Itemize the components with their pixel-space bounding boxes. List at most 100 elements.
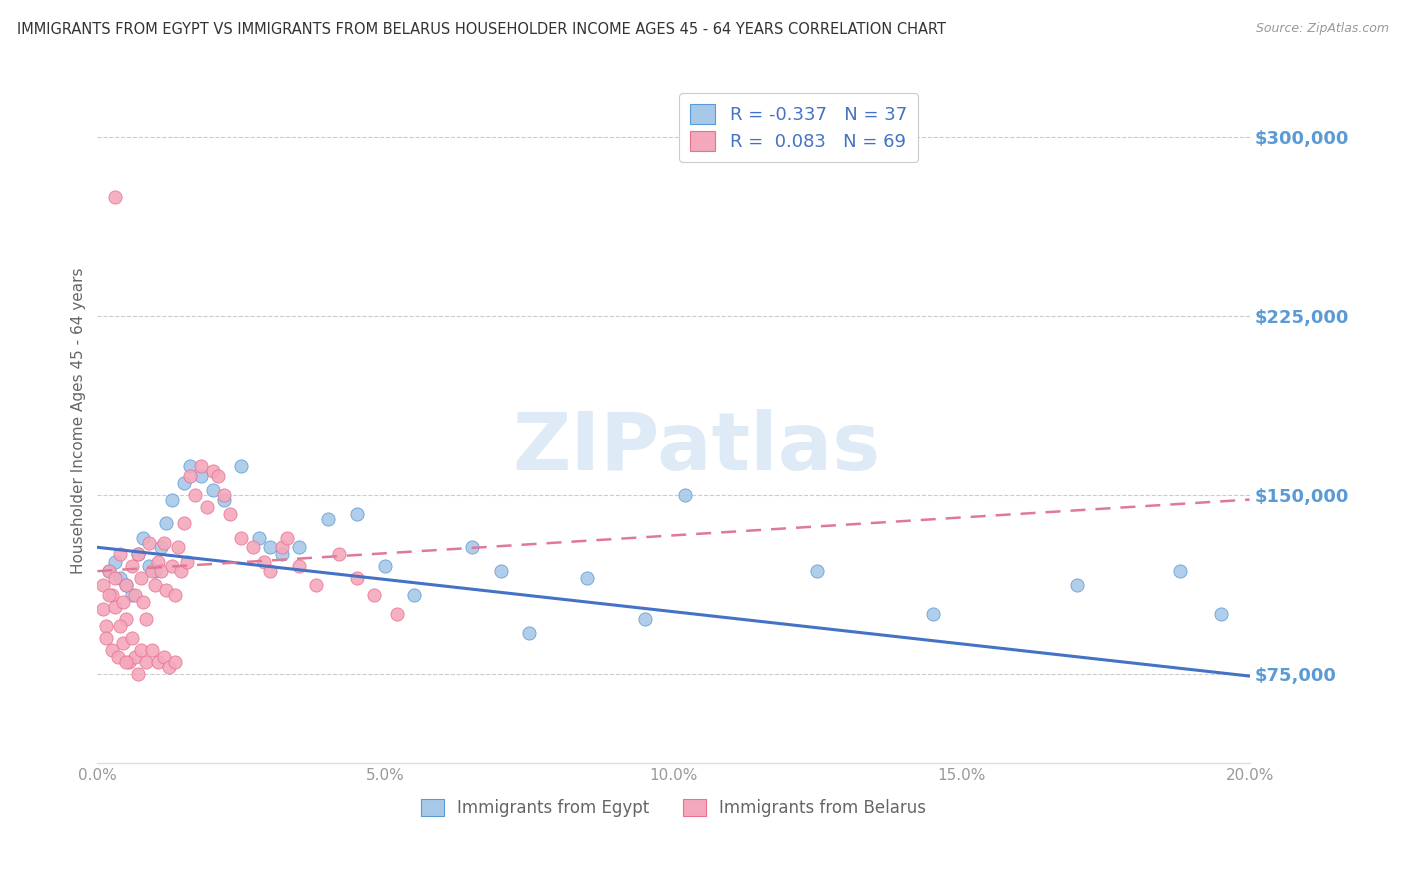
Point bbox=[155, 516, 177, 531]
Point bbox=[231, 459, 253, 474]
Point bbox=[94, 619, 117, 633]
Point bbox=[176, 555, 198, 569]
Point bbox=[149, 541, 172, 555]
Point bbox=[184, 488, 207, 502]
Point bbox=[1170, 564, 1192, 578]
Point bbox=[162, 492, 184, 507]
Point bbox=[104, 599, 127, 614]
Point bbox=[135, 612, 157, 626]
Point bbox=[127, 666, 149, 681]
Point bbox=[127, 548, 149, 562]
Point bbox=[138, 559, 160, 574]
Point bbox=[288, 541, 311, 555]
Point bbox=[135, 655, 157, 669]
Point bbox=[110, 548, 132, 562]
Point bbox=[143, 564, 166, 578]
Point bbox=[97, 564, 120, 578]
Point bbox=[247, 531, 270, 545]
Point bbox=[112, 636, 135, 650]
Point bbox=[94, 631, 117, 645]
Point bbox=[91, 602, 114, 616]
Point bbox=[404, 588, 426, 602]
Point bbox=[195, 500, 218, 514]
Point bbox=[162, 559, 184, 574]
Point bbox=[141, 564, 163, 578]
Point bbox=[91, 578, 114, 592]
Point bbox=[253, 555, 276, 569]
Point bbox=[129, 643, 152, 657]
Point bbox=[141, 643, 163, 657]
Point bbox=[104, 190, 127, 204]
Text: IMMIGRANTS FROM EGYPT VS IMMIGRANTS FROM BELARUS HOUSEHOLDER INCOME AGES 45 - 64: IMMIGRANTS FROM EGYPT VS IMMIGRANTS FROM… bbox=[17, 22, 946, 37]
Point bbox=[110, 571, 132, 585]
Point bbox=[110, 619, 132, 633]
Point bbox=[104, 555, 127, 569]
Point bbox=[121, 631, 143, 645]
Point bbox=[146, 655, 169, 669]
Point bbox=[673, 488, 696, 502]
Point bbox=[374, 559, 396, 574]
Text: ZIPatlas: ZIPatlas bbox=[512, 409, 880, 487]
Point bbox=[167, 541, 190, 555]
Point bbox=[1209, 607, 1232, 621]
Point bbox=[346, 571, 368, 585]
Point bbox=[149, 564, 172, 578]
Point bbox=[173, 475, 195, 490]
Point bbox=[316, 511, 339, 525]
Point bbox=[165, 588, 187, 602]
Point bbox=[806, 564, 828, 578]
Point bbox=[385, 607, 408, 621]
Point bbox=[576, 571, 599, 585]
Point bbox=[519, 626, 541, 640]
Point bbox=[104, 571, 127, 585]
Point bbox=[97, 588, 120, 602]
Point bbox=[201, 483, 224, 497]
Point bbox=[461, 541, 484, 555]
Point bbox=[124, 650, 146, 665]
Point bbox=[259, 541, 281, 555]
Point bbox=[218, 507, 240, 521]
Point bbox=[363, 588, 385, 602]
Point bbox=[179, 459, 201, 474]
Point bbox=[288, 559, 311, 574]
Point bbox=[231, 531, 253, 545]
Point bbox=[305, 578, 328, 592]
Point bbox=[124, 588, 146, 602]
Point bbox=[132, 531, 155, 545]
Point bbox=[121, 559, 143, 574]
Point bbox=[97, 564, 120, 578]
Point bbox=[489, 564, 512, 578]
Point bbox=[212, 492, 235, 507]
Point bbox=[276, 531, 298, 545]
Y-axis label: Householder Income Ages 45 - 64 years: Householder Income Ages 45 - 64 years bbox=[72, 267, 86, 574]
Point bbox=[112, 595, 135, 609]
Point bbox=[259, 564, 281, 578]
Point bbox=[115, 655, 138, 669]
Point bbox=[138, 535, 160, 549]
Point bbox=[127, 548, 149, 562]
Point bbox=[152, 650, 174, 665]
Point bbox=[118, 655, 141, 669]
Point bbox=[165, 655, 187, 669]
Point bbox=[242, 541, 264, 555]
Point bbox=[190, 459, 212, 474]
Point bbox=[143, 578, 166, 592]
Point bbox=[201, 464, 224, 478]
Point bbox=[207, 468, 229, 483]
Text: Source: ZipAtlas.com: Source: ZipAtlas.com bbox=[1256, 22, 1389, 36]
Point bbox=[157, 659, 180, 673]
Point bbox=[190, 468, 212, 483]
Point bbox=[270, 548, 292, 562]
Point bbox=[121, 588, 143, 602]
Point bbox=[1066, 578, 1088, 592]
Point bbox=[634, 612, 657, 626]
Point bbox=[152, 535, 174, 549]
Point bbox=[115, 578, 138, 592]
Point bbox=[179, 468, 201, 483]
Point bbox=[115, 612, 138, 626]
Point bbox=[100, 588, 122, 602]
Point bbox=[129, 571, 152, 585]
Legend: Immigrants from Egypt, Immigrants from Belarus: Immigrants from Egypt, Immigrants from B… bbox=[413, 792, 934, 823]
Point bbox=[328, 548, 350, 562]
Point bbox=[270, 541, 292, 555]
